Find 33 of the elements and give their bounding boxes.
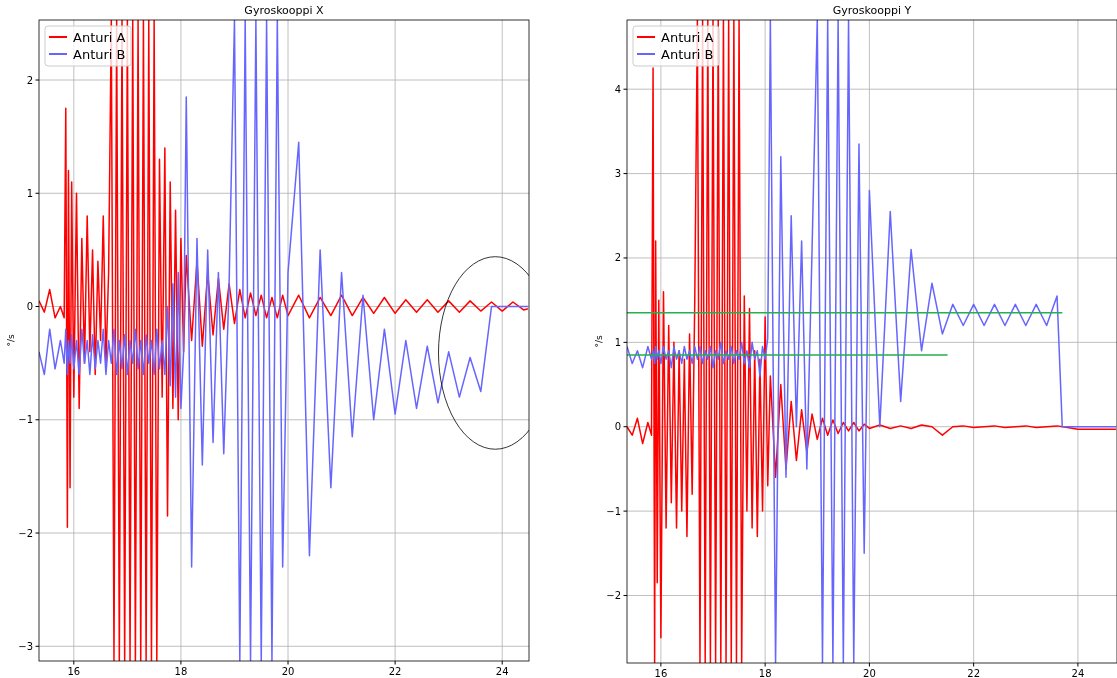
y-tick-label: 2 xyxy=(26,74,33,86)
x-tick-label: 22 xyxy=(388,666,402,677)
y-tick-label: 1 xyxy=(26,187,33,199)
y-tick-label: 1 xyxy=(614,336,621,348)
y-tick-label: −3 xyxy=(18,640,33,652)
y-tick-label: 4 xyxy=(614,83,621,95)
y-tick-label: −1 xyxy=(18,414,33,426)
x-tick-label: 20 xyxy=(281,666,295,677)
x-tick-label: 18 xyxy=(758,668,772,678)
x-tick-label: 24 xyxy=(495,666,509,677)
legend-label: Anturi A xyxy=(661,29,714,45)
line-series xyxy=(627,20,1117,663)
y-tick-label: −2 xyxy=(606,589,621,601)
y-tick-label: 3 xyxy=(614,168,621,180)
x-tick-label: 18 xyxy=(174,666,188,677)
x-tick-label: 20 xyxy=(863,668,876,678)
y-tick-label: 0 xyxy=(26,301,33,313)
y-axis-title: °/s xyxy=(594,335,604,348)
y-tick-label: 0 xyxy=(614,421,621,433)
y-tick-label: −2 xyxy=(18,527,33,539)
line-series xyxy=(39,20,529,661)
y-axis-title: °/s xyxy=(6,334,16,347)
y-tick-label: −1 xyxy=(606,505,621,517)
chart-title: Gyroskooppi Y xyxy=(832,4,912,17)
x-tick-label: 24 xyxy=(1071,668,1085,678)
x-tick-label: 16 xyxy=(67,666,81,677)
legend-label: Anturi B xyxy=(661,46,714,62)
legend-label: Anturi A xyxy=(73,29,126,45)
y-tick-label: 2 xyxy=(614,252,621,264)
chart-title: Gyroskooppi X xyxy=(244,4,325,17)
legend-label: Anturi B xyxy=(73,46,126,62)
x-tick-label: 16 xyxy=(654,668,668,678)
x-tick-label: 22 xyxy=(967,668,981,678)
